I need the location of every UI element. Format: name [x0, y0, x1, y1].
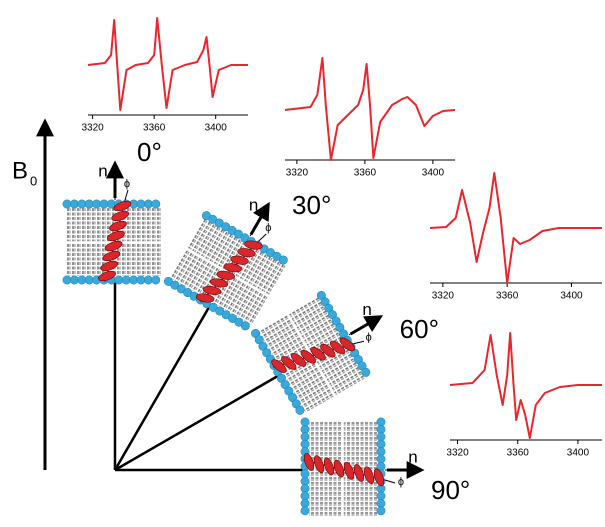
headgroup [78, 276, 86, 284]
headgroup [137, 200, 145, 208]
spectrum-line [88, 18, 248, 110]
axis-line [115, 376, 278, 470]
headgroup [129, 276, 137, 284]
x-tick-label: 3400 [567, 448, 590, 459]
headgroup [70, 276, 78, 284]
headgroup [301, 433, 309, 441]
headgroup [100, 200, 108, 208]
spectrum-line [285, 58, 455, 160]
headgroup [301, 470, 309, 478]
helix-turn [99, 259, 119, 273]
normal-label: n [408, 447, 417, 466]
spectrum-line [430, 173, 602, 283]
x-tick-label: 3320 [432, 291, 455, 302]
angle-label: 30° [292, 190, 331, 220]
x-tick-label: 3360 [354, 168, 377, 179]
tilt-mark [125, 190, 128, 200]
x-tick-label: 3360 [143, 123, 166, 134]
tilt-label: ϕ [366, 331, 372, 343]
tilt-label: ϕ [265, 222, 271, 234]
tilt-label: ϕ [398, 476, 404, 488]
x-tick-label: 3400 [205, 123, 228, 134]
headgroup [152, 276, 160, 284]
page: {"chart_data": [ {"type": "line", "color… [0, 0, 605, 527]
headgroup [152, 200, 160, 208]
x-tick-label: 3360 [496, 291, 519, 302]
headgroup [301, 425, 309, 433]
headgroup [301, 477, 309, 485]
headgroup [70, 200, 78, 208]
angle-label: 90° [431, 475, 470, 505]
headgroup [377, 447, 385, 455]
normal-label: n [98, 161, 107, 180]
headgroup [144, 200, 152, 208]
normal-label: n [249, 195, 258, 214]
axis-line [115, 307, 209, 470]
x-tick-label: 3320 [286, 168, 309, 179]
headgroup [92, 200, 100, 208]
headgroup [63, 276, 71, 284]
x-tick-label: 3320 [446, 448, 469, 459]
headgroup [301, 484, 309, 492]
headgroup [301, 492, 309, 500]
headgroup [63, 200, 71, 208]
figure: B 0 n0°ϕn30°ϕn60°ϕn90°ϕ33203360340033203… [0, 0, 605, 527]
headgroup [377, 492, 385, 500]
membrane [301, 418, 395, 518]
headgroup [377, 418, 385, 426]
field-label: B [12, 157, 28, 184]
headgroup [377, 507, 385, 515]
tilt-label: ϕ [124, 178, 130, 190]
headgroup [377, 425, 385, 433]
headgroup [301, 440, 309, 448]
headgroup [115, 276, 123, 284]
normal-label: n [362, 300, 371, 319]
headgroup [85, 200, 93, 208]
headgroup [85, 276, 93, 284]
headgroup [137, 276, 145, 284]
x-tick-label: 3400 [560, 291, 583, 302]
membrane [163, 201, 297, 333]
field-subscript: 0 [30, 173, 37, 188]
angle-label: 60° [400, 314, 439, 344]
membrane [63, 190, 163, 284]
x-tick-label: 3360 [507, 448, 530, 459]
headgroup [301, 507, 309, 515]
angle-label: 0° [137, 137, 162, 167]
headgroup [301, 418, 309, 426]
headgroup [144, 276, 152, 284]
headgroup [301, 499, 309, 507]
helix-turn [312, 454, 326, 474]
spectrum-line [450, 333, 602, 438]
headgroup [78, 200, 86, 208]
x-tick-label: 3320 [81, 123, 104, 134]
headgroup [377, 433, 385, 441]
tilt-mark [354, 339, 364, 347]
headgroup [377, 440, 385, 448]
headgroup [377, 499, 385, 507]
tilt-mark [385, 480, 395, 483]
headgroup [122, 276, 130, 284]
headgroup [377, 455, 385, 463]
x-tick-label: 3400 [422, 168, 445, 179]
